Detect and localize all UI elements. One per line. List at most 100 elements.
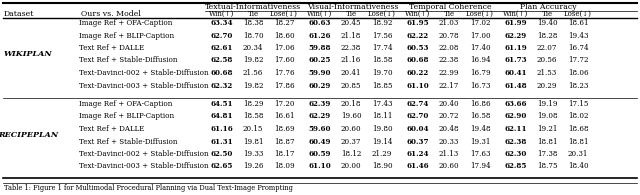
Text: Text-Davinci-002 + Stable-Diffusion: Text-Davinci-002 + Stable-Diffusion (79, 69, 209, 77)
Text: 62.11: 62.11 (505, 125, 527, 133)
Text: Lose(↓): Lose(↓) (368, 10, 396, 18)
Text: 16.86: 16.86 (470, 100, 490, 108)
Text: 62.61: 62.61 (211, 44, 233, 52)
Text: 60.25: 60.25 (309, 57, 331, 65)
Text: 61.16: 61.16 (211, 125, 234, 133)
Text: 18.92: 18.92 (372, 19, 392, 27)
Text: 18.81: 18.81 (537, 137, 557, 145)
Text: 60.29: 60.29 (309, 82, 331, 90)
Text: 19.19: 19.19 (537, 100, 557, 108)
Text: 19.33: 19.33 (243, 150, 263, 158)
Text: Text Ref + DALLE: Text Ref + DALLE (79, 44, 145, 52)
Text: 18.61: 18.61 (568, 19, 588, 27)
Text: 60.68: 60.68 (211, 69, 233, 77)
Text: Win(↑): Win(↑) (307, 10, 333, 18)
Text: 16.74: 16.74 (568, 44, 588, 52)
Text: 16.61: 16.61 (274, 113, 294, 121)
Text: Text Ref + DALLE: Text Ref + DALLE (79, 125, 145, 133)
Text: 62.70: 62.70 (211, 32, 233, 40)
Text: 18.27: 18.27 (274, 19, 294, 27)
Text: 21.53: 21.53 (537, 69, 557, 77)
Text: 21.56: 21.56 (243, 69, 263, 77)
Text: 62.70: 62.70 (407, 113, 429, 121)
Text: WIKIPLAN: WIKIPLAN (4, 50, 52, 58)
Text: Win(↑): Win(↑) (405, 10, 431, 18)
Text: 20.18: 20.18 (340, 100, 361, 108)
Text: 63.34: 63.34 (211, 19, 233, 27)
Text: 61.48: 61.48 (505, 82, 527, 90)
Text: 20.33: 20.33 (439, 137, 459, 145)
Text: 20.34: 20.34 (243, 44, 263, 52)
Text: 62.38: 62.38 (505, 137, 527, 145)
Text: 21.16: 21.16 (341, 57, 361, 65)
Text: 61.95: 61.95 (406, 19, 429, 27)
Text: 62.58: 62.58 (211, 57, 233, 65)
Text: 17.63: 17.63 (470, 150, 490, 158)
Text: 18.17: 18.17 (274, 150, 294, 158)
Text: 61.46: 61.46 (406, 162, 429, 170)
Text: 19.08: 19.08 (537, 113, 557, 121)
Text: 64.81: 64.81 (211, 113, 234, 121)
Text: 18.90: 18.90 (372, 162, 392, 170)
Text: Plan Accuracy: Plan Accuracy (520, 3, 577, 11)
Text: 22.07: 22.07 (537, 44, 557, 52)
Text: 18.02: 18.02 (568, 113, 588, 121)
Text: 22.38: 22.38 (341, 44, 361, 52)
Text: 60.41: 60.41 (505, 69, 527, 77)
Text: 18.58: 18.58 (372, 57, 392, 65)
Text: Text-Davinci-002 + Stable-Diffusion: Text-Davinci-002 + Stable-Diffusion (79, 150, 209, 158)
Text: 62.29: 62.29 (505, 32, 527, 40)
Text: 18.75: 18.75 (537, 162, 557, 170)
Text: 18.58: 18.58 (243, 113, 263, 121)
Text: 19.60: 19.60 (340, 113, 362, 121)
Text: 19.21: 19.21 (537, 125, 557, 133)
Text: 60.04: 60.04 (407, 125, 429, 133)
Text: Lose(↓): Lose(↓) (466, 10, 494, 18)
Text: 59.88: 59.88 (308, 44, 332, 52)
Text: 19.80: 19.80 (372, 125, 392, 133)
Text: RECIPEPLAN: RECIPEPLAN (0, 131, 58, 139)
Text: 17.02: 17.02 (470, 19, 490, 27)
Text: Text-Davinci-003 + Stable-Diffusion: Text-Davinci-003 + Stable-Diffusion (79, 162, 209, 170)
Text: 18.70: 18.70 (243, 32, 263, 40)
Text: 18.12: 18.12 (341, 150, 361, 158)
Text: 20.45: 20.45 (340, 19, 361, 27)
Text: 20.37: 20.37 (340, 137, 361, 145)
Text: 17.60: 17.60 (274, 57, 294, 65)
Text: 18.40: 18.40 (568, 162, 588, 170)
Text: 17.40: 17.40 (470, 44, 490, 52)
Text: Win(↑): Win(↑) (209, 10, 235, 18)
Text: 22.08: 22.08 (439, 44, 460, 52)
Text: 22.99: 22.99 (439, 69, 460, 77)
Text: Temporal Coherence: Temporal Coherence (409, 3, 492, 11)
Text: 19.82: 19.82 (243, 57, 263, 65)
Text: 19.26: 19.26 (243, 162, 263, 170)
Text: 60.37: 60.37 (407, 137, 429, 145)
Text: 19.70: 19.70 (372, 69, 392, 77)
Text: 18.87: 18.87 (274, 137, 294, 145)
Text: 62.39: 62.39 (309, 100, 331, 108)
Text: 20.85: 20.85 (340, 82, 361, 90)
Text: 60.68: 60.68 (407, 57, 429, 65)
Text: 20.60: 20.60 (340, 125, 362, 133)
Text: 60.59: 60.59 (308, 150, 332, 158)
Text: 19.82: 19.82 (243, 82, 263, 90)
Text: 17.72: 17.72 (568, 57, 588, 65)
Text: 63.66: 63.66 (505, 100, 527, 108)
Text: Visual-Informativeness: Visual-Informativeness (307, 3, 398, 11)
Text: 61.24: 61.24 (407, 150, 429, 158)
Text: Text Ref + Stable-Diffusion: Text Ref + Stable-Diffusion (79, 137, 177, 145)
Text: 17.74: 17.74 (372, 44, 392, 52)
Text: 16.73: 16.73 (470, 82, 490, 90)
Text: Tie: Tie (541, 10, 552, 18)
Text: 61.73: 61.73 (505, 57, 527, 65)
Text: 17.56: 17.56 (372, 32, 392, 40)
Text: 62.74: 62.74 (407, 100, 429, 108)
Text: Image Ref + BLIP-Caption: Image Ref + BLIP-Caption (79, 32, 174, 40)
Text: 18.68: 18.68 (568, 125, 588, 133)
Text: Table 1: Figure 1 for Multimodal Procedural Planning via Dual Text-Image Prompti: Table 1: Figure 1 for Multimodal Procedu… (4, 184, 293, 192)
Text: 16.58: 16.58 (470, 113, 490, 121)
Text: 18.29: 18.29 (243, 100, 263, 108)
Text: 17.00: 17.00 (470, 32, 490, 40)
Text: Image Ref + BLIP-Caption: Image Ref + BLIP-Caption (79, 113, 174, 121)
